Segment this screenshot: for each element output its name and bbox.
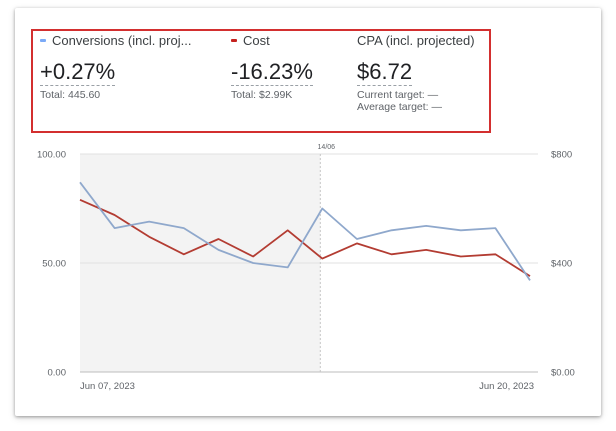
series-line-conversions[interactable] [79, 181, 531, 281]
metric-cpa-value: $6.72 [357, 59, 413, 86]
date-marker-label: 14/06 [318, 144, 336, 151]
x-axis-label-start: Jun 07, 2023 [80, 381, 135, 392]
metric-cpa-label: CPA (incl. projected) [357, 33, 475, 48]
metric-cpa[interactable]: CPA (incl. projected) $6.72 Current targ… [357, 33, 475, 113]
y-left-tick-label: 50.00 [42, 259, 66, 270]
legend-dash-icon [231, 39, 237, 42]
y-left-tick-label: 0.00 [48, 368, 67, 379]
metric-cost[interactable]: Cost -16.23% Total: $2.99K [231, 33, 313, 101]
metric-conversions-total: Total: 445.60 [40, 89, 101, 101]
series-line-cost[interactable] [79, 198, 531, 277]
metric-cpa-current-target: Current target: — [357, 89, 439, 101]
summary-highlight [31, 29, 491, 133]
metric-conversions-label: Conversions (incl. proj... [52, 33, 192, 48]
metric-conversions-value: +0.27% [40, 59, 116, 86]
legend-dash-icon [40, 39, 46, 42]
metric-cost-total: Total: $2.99K [231, 89, 293, 101]
metric-cost-value: -16.23% [231, 59, 313, 86]
x-axis-label-end: Jun 20, 2023 [479, 381, 534, 392]
y-left-tick-label: 100.00 [37, 150, 66, 161]
y-right-tick-label: $800 [551, 150, 572, 161]
metric-cost-label: Cost [243, 33, 270, 48]
y-right-tick-label: $0.00 [551, 368, 575, 379]
metric-cpa-average-target: Average target: — [357, 101, 443, 113]
metric-conversions[interactable]: Conversions (incl. proj... +0.27% Total:… [40, 33, 191, 101]
y-right-tick-label: $400 [551, 259, 572, 270]
